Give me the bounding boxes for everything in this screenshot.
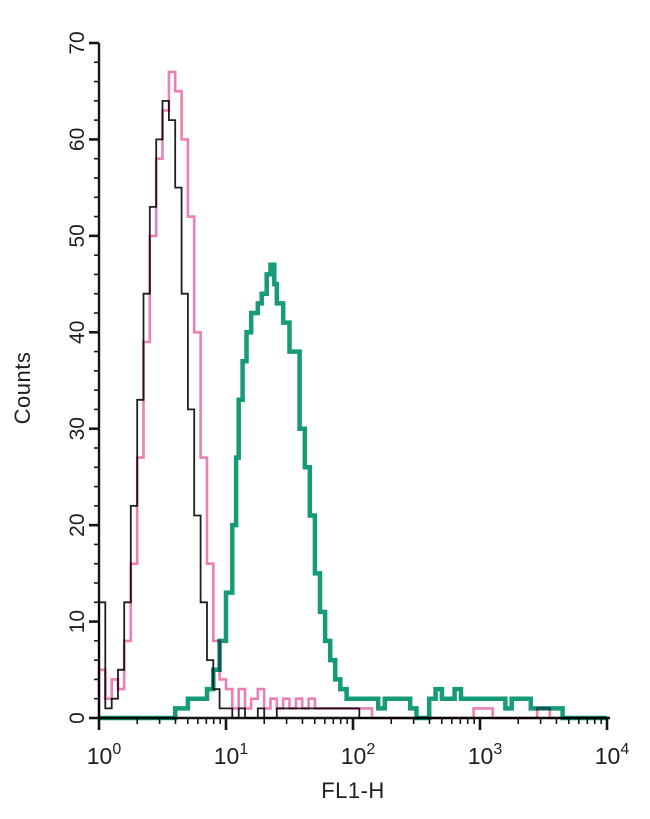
y-tick-label: 0 — [66, 712, 89, 724]
y-axis-ticks — [89, 41, 99, 720]
x-tick-label: 101 — [214, 741, 249, 769]
x-tick-label: 104 — [595, 741, 630, 769]
series-curves — [97, 70, 607, 721]
negative-control-pink-curve — [97, 70, 607, 720]
y-tick-label: 40 — [66, 321, 89, 344]
y-axis-tick-labels: 0 10 20 30 40 50 60 70 — [66, 31, 89, 724]
y-tick-label: 70 — [66, 31, 89, 54]
y-tick-label: 50 — [66, 224, 89, 247]
x-axis-tick-labels: 100 101 102 103 104 — [87, 741, 630, 769]
x-tick-label: 103 — [468, 741, 503, 769]
x-tick-label: 102 — [341, 741, 376, 769]
y-tick-label: 60 — [66, 128, 89, 151]
unstained-control-black-curve — [98, 100, 607, 719]
y-tick-label: 30 — [66, 417, 89, 440]
y-tick-label: 10 — [66, 610, 89, 633]
y-tick-label: 20 — [66, 513, 89, 536]
x-tick-label: 100 — [87, 741, 122, 769]
x-axis-title: FL1-H — [321, 778, 385, 803]
y-axis-title: Counts — [10, 352, 35, 425]
stained-sample-teal-curve — [99, 262, 607, 721]
